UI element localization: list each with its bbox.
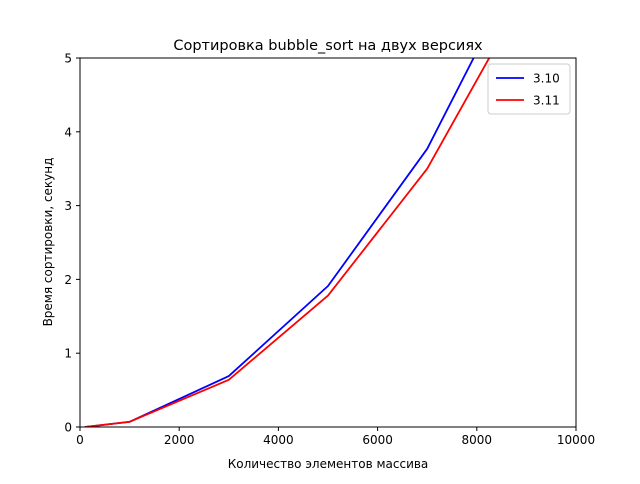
x-axis-label: Количество элементов массива bbox=[228, 457, 429, 471]
x-tick-label: 6000 bbox=[362, 433, 393, 447]
y-tick-label: 2 bbox=[64, 273, 72, 287]
y-axis: 0 1 2 3 4 5 bbox=[64, 52, 80, 435]
legend: 3.10 3.11 bbox=[487, 63, 571, 115]
legend-box bbox=[487, 63, 571, 115]
x-tick-label: 4000 bbox=[263, 433, 294, 447]
x-tick-label: 8000 bbox=[462, 433, 493, 447]
series-line-2 bbox=[84, 58, 491, 427]
x-tick-label: 0 bbox=[76, 433, 84, 447]
y-tick-label: 0 bbox=[64, 421, 72, 435]
chart-title: Сортировка bubble_sort на двух версиях bbox=[173, 38, 483, 54]
y-tick-label: 4 bbox=[64, 125, 72, 139]
legend-label: 3.10 bbox=[533, 72, 560, 86]
x-tick-label: 10000 bbox=[557, 433, 595, 447]
series-group bbox=[84, 58, 491, 427]
legend-label: 3.11 bbox=[533, 94, 560, 108]
x-axis: 0 2000 4000 6000 8000 10000 bbox=[76, 427, 595, 447]
y-tick-label: 3 bbox=[64, 199, 72, 213]
plot-frame bbox=[79, 57, 577, 428]
y-tick-label: 1 bbox=[64, 347, 72, 361]
y-axis-label: Время сортировки, секунд bbox=[41, 158, 55, 327]
x-tick-label: 2000 bbox=[164, 433, 195, 447]
plot-area bbox=[80, 58, 576, 427]
y-tick-label: 5 bbox=[64, 52, 72, 66]
